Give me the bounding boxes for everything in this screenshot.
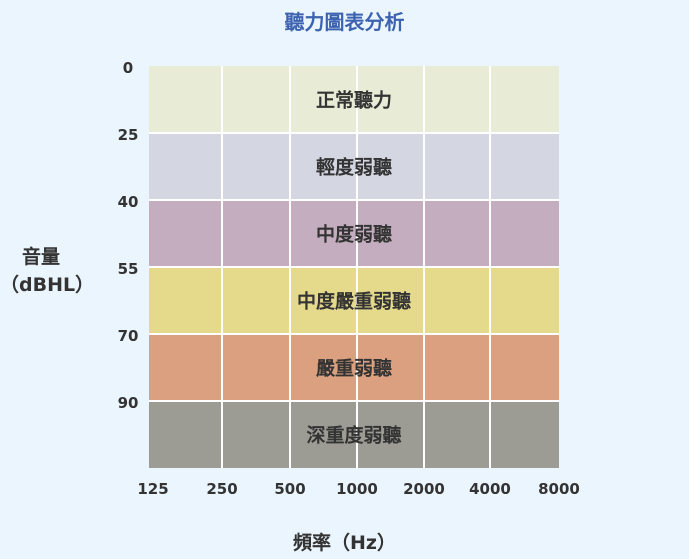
x-tick-label: 2000 — [403, 480, 445, 498]
x-tick-label: 1000 — [336, 480, 378, 498]
y-tick-label: 40 — [118, 193, 139, 211]
y-axis-label-line2: （dBHL） — [0, 274, 95, 296]
y-tick-label: 25 — [118, 126, 139, 144]
band-label: 深重度弱聽 — [306, 424, 401, 447]
x-tick-label: 4000 — [469, 480, 511, 498]
y-axis-label-line1: 音量 — [21, 246, 60, 268]
y-axis-label: 音量 （dBHL） — [0, 243, 95, 299]
band-label: 中度弱聽 — [316, 223, 392, 246]
x-tick-label: 125 — [137, 480, 168, 498]
x-tick-label: 8000 — [538, 480, 580, 498]
band-label: 正常聽力 — [316, 89, 392, 112]
y-tick-label: 70 — [118, 327, 139, 345]
band-label: 嚴重弱聽 — [316, 357, 392, 380]
y-tick-label: 90 — [118, 394, 139, 412]
y-tick-label: 0 — [123, 59, 133, 77]
y-tick-label: 55 — [118, 260, 139, 278]
chart-title: 聽力圖表分析 — [284, 10, 405, 34]
x-axis-label: 頻率（Hz） — [293, 532, 396, 554]
x-tick-label: 250 — [206, 480, 237, 498]
x-tick-label: 500 — [274, 480, 305, 498]
band-label: 輕度弱聽 — [316, 156, 392, 179]
band-label: 中度嚴重弱聽 — [297, 290, 411, 313]
